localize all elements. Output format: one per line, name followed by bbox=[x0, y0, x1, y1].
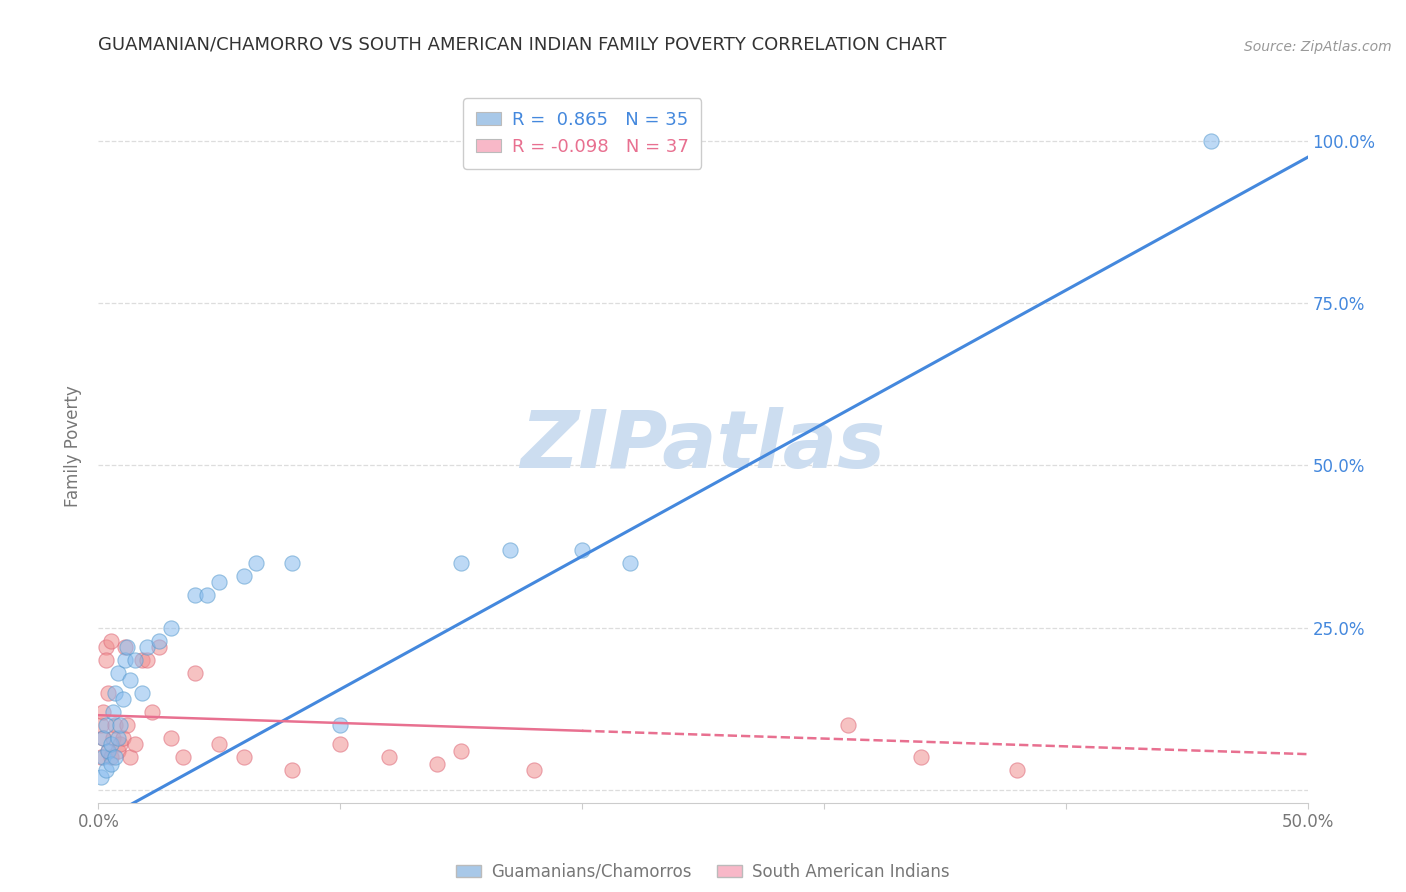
Legend: Guamanians/Chamorros, South American Indians: Guamanians/Chamorros, South American Ind… bbox=[450, 856, 956, 888]
Point bbox=[281, 764, 304, 778]
Point bbox=[172, 750, 194, 764]
Point bbox=[148, 633, 170, 648]
Point bbox=[329, 738, 352, 752]
Point bbox=[208, 738, 231, 752]
Point bbox=[1007, 764, 1029, 778]
Point bbox=[124, 738, 146, 752]
Point bbox=[1199, 134, 1222, 148]
Point bbox=[100, 738, 122, 752]
Point bbox=[100, 750, 122, 764]
Point bbox=[104, 685, 127, 699]
Point bbox=[97, 744, 120, 758]
Point bbox=[114, 640, 136, 654]
Point bbox=[377, 750, 399, 764]
Point bbox=[450, 744, 472, 758]
Point bbox=[131, 653, 153, 667]
Point bbox=[245, 556, 267, 570]
Point bbox=[329, 718, 352, 732]
Point bbox=[94, 764, 117, 778]
Point bbox=[195, 588, 218, 602]
Y-axis label: Family Poverty: Family Poverty bbox=[65, 385, 83, 507]
Point bbox=[117, 640, 139, 654]
Point bbox=[114, 653, 136, 667]
Point bbox=[100, 633, 122, 648]
Point bbox=[101, 705, 124, 719]
Point bbox=[184, 666, 207, 681]
Point bbox=[160, 731, 183, 745]
Point bbox=[232, 750, 254, 764]
Point bbox=[108, 718, 131, 732]
Point bbox=[104, 718, 127, 732]
Point bbox=[232, 568, 254, 582]
Point bbox=[101, 731, 124, 745]
Point bbox=[90, 750, 112, 764]
Point bbox=[619, 556, 641, 570]
Point bbox=[97, 685, 120, 699]
Point bbox=[141, 705, 163, 719]
Point bbox=[111, 731, 134, 745]
Point bbox=[184, 588, 207, 602]
Point bbox=[910, 750, 932, 764]
Text: GUAMANIAN/CHAMORRO VS SOUTH AMERICAN INDIAN FAMILY POVERTY CORRELATION CHART: GUAMANIAN/CHAMORRO VS SOUTH AMERICAN IND… bbox=[98, 36, 946, 54]
Point bbox=[108, 738, 131, 752]
Point bbox=[118, 673, 141, 687]
Point bbox=[91, 731, 114, 745]
Point bbox=[104, 750, 127, 764]
Point bbox=[107, 666, 129, 681]
Point bbox=[131, 685, 153, 699]
Point bbox=[135, 653, 157, 667]
Point bbox=[91, 750, 114, 764]
Point bbox=[107, 744, 129, 758]
Point bbox=[100, 756, 122, 771]
Point bbox=[91, 705, 114, 719]
Point bbox=[160, 621, 183, 635]
Point bbox=[135, 640, 157, 654]
Point bbox=[90, 718, 112, 732]
Point bbox=[107, 731, 129, 745]
Text: Source: ZipAtlas.com: Source: ZipAtlas.com bbox=[1244, 39, 1392, 54]
Point bbox=[118, 750, 141, 764]
Text: ZIPatlas: ZIPatlas bbox=[520, 407, 886, 485]
Point bbox=[426, 756, 449, 771]
Point bbox=[281, 556, 304, 570]
Point bbox=[208, 575, 231, 590]
Point bbox=[91, 731, 114, 745]
Point bbox=[837, 718, 859, 732]
Point bbox=[571, 542, 593, 557]
Point bbox=[523, 764, 546, 778]
Point bbox=[124, 653, 146, 667]
Point bbox=[94, 718, 117, 732]
Point bbox=[117, 718, 139, 732]
Point bbox=[111, 692, 134, 706]
Point bbox=[450, 556, 472, 570]
Point bbox=[94, 653, 117, 667]
Point bbox=[498, 542, 520, 557]
Point bbox=[148, 640, 170, 654]
Point bbox=[94, 640, 117, 654]
Point bbox=[97, 744, 120, 758]
Point bbox=[90, 770, 112, 784]
